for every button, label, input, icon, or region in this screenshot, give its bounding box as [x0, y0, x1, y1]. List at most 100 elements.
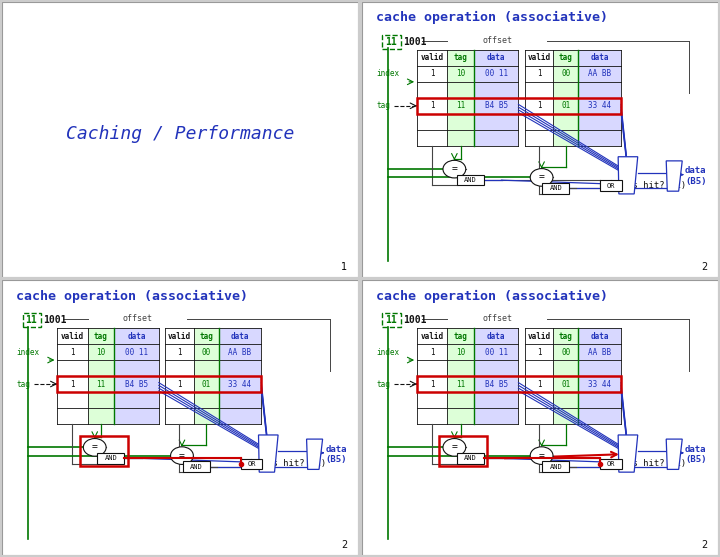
Text: tag: tag: [94, 331, 108, 340]
Text: 11: 11: [456, 379, 465, 388]
Text: =: =: [539, 451, 544, 461]
Bar: [114, 328, 159, 424]
Text: AA BB: AA BB: [588, 348, 611, 356]
Text: =: =: [539, 173, 544, 182]
Text: valid: valid: [61, 331, 84, 340]
Text: 00: 00: [561, 69, 570, 79]
Text: tag: tag: [559, 331, 572, 340]
Text: OR: OR: [607, 183, 616, 189]
Text: 11: 11: [96, 379, 106, 388]
Text: index: index: [376, 348, 399, 356]
Text: 01: 01: [561, 101, 570, 110]
Text: data: data: [487, 53, 505, 62]
Text: 11: 11: [385, 315, 397, 325]
Text: data: data: [590, 331, 609, 340]
Bar: [439, 436, 487, 466]
Bar: [447, 328, 474, 424]
Text: index: index: [17, 348, 40, 356]
Text: B4 B5: B4 B5: [485, 101, 508, 110]
Polygon shape: [618, 157, 638, 194]
Text: 1: 1: [430, 101, 434, 110]
Text: 1: 1: [537, 348, 541, 356]
Text: =: =: [451, 164, 457, 174]
Polygon shape: [666, 161, 683, 191]
Bar: [88, 328, 114, 424]
Circle shape: [530, 169, 553, 186]
Text: data
(B5): data (B5): [685, 167, 706, 185]
Bar: [417, 376, 621, 392]
Text: 1001: 1001: [402, 37, 426, 47]
Text: =: =: [179, 451, 185, 461]
Polygon shape: [666, 439, 683, 470]
Bar: [194, 328, 219, 424]
Text: AA BB: AA BB: [228, 348, 251, 356]
Bar: [474, 328, 518, 424]
Text: 1: 1: [537, 101, 541, 110]
Text: 00: 00: [561, 348, 570, 356]
Text: 1: 1: [177, 379, 181, 388]
Text: AND: AND: [464, 456, 477, 461]
Text: =: =: [451, 442, 457, 452]
Bar: [183, 461, 210, 472]
Text: valid: valid: [528, 53, 551, 62]
Text: AND: AND: [104, 456, 117, 461]
Text: valid: valid: [420, 53, 444, 62]
Text: is hit? (1): is hit? (1): [627, 181, 686, 190]
Text: 10: 10: [456, 69, 465, 79]
Text: 00 11: 00 11: [485, 348, 508, 356]
Text: 33 44: 33 44: [588, 101, 611, 110]
Text: 11: 11: [456, 101, 465, 110]
Polygon shape: [618, 435, 638, 472]
Text: 2: 2: [701, 262, 707, 272]
Text: 2: 2: [701, 540, 707, 550]
Bar: [578, 328, 621, 424]
Polygon shape: [258, 435, 278, 472]
Text: tag: tag: [199, 331, 213, 340]
Bar: [542, 183, 570, 194]
Text: cache operation (associative): cache operation (associative): [17, 290, 248, 302]
Text: tag: tag: [376, 101, 390, 110]
Text: offset: offset: [122, 314, 153, 323]
Text: 00 11: 00 11: [485, 69, 508, 79]
Text: 1: 1: [430, 379, 434, 388]
Text: data: data: [487, 331, 505, 340]
Text: AND: AND: [549, 185, 562, 192]
Text: =: =: [91, 442, 98, 452]
Text: 1001: 1001: [43, 315, 67, 325]
Text: 01: 01: [561, 379, 570, 388]
Text: 01: 01: [202, 379, 211, 388]
Bar: [457, 175, 484, 185]
Text: 10: 10: [96, 348, 106, 356]
Circle shape: [443, 438, 466, 456]
Text: is hit? (1): is hit? (1): [267, 460, 327, 468]
Text: cache operation (associative): cache operation (associative): [376, 290, 608, 302]
Text: offset: offset: [482, 314, 512, 323]
Text: cache operation (associative): cache operation (associative): [376, 11, 608, 25]
Bar: [542, 461, 570, 472]
Text: Caching / Performance: Caching / Performance: [66, 125, 294, 143]
Text: AND: AND: [190, 463, 202, 470]
Text: 2: 2: [341, 540, 348, 550]
Text: 1: 1: [177, 348, 181, 356]
Circle shape: [171, 447, 194, 465]
Bar: [58, 376, 261, 392]
Text: B4 B5: B4 B5: [485, 379, 508, 388]
Circle shape: [84, 438, 106, 456]
Text: 1: 1: [70, 348, 75, 356]
Text: tag: tag: [454, 331, 467, 340]
Text: tag: tag: [17, 379, 30, 388]
Text: OR: OR: [247, 461, 256, 467]
Text: 1: 1: [70, 379, 75, 388]
Text: 1: 1: [537, 379, 541, 388]
Bar: [417, 98, 621, 114]
Text: data
(B5): data (B5): [325, 444, 347, 464]
Bar: [600, 180, 621, 191]
Text: 11: 11: [385, 37, 397, 47]
Text: 1: 1: [430, 69, 434, 79]
Circle shape: [530, 447, 553, 465]
Text: B4 B5: B4 B5: [125, 379, 148, 388]
Text: AND: AND: [464, 177, 477, 183]
Text: 10: 10: [456, 348, 465, 356]
Text: data: data: [127, 331, 146, 340]
Text: valid: valid: [420, 331, 444, 340]
